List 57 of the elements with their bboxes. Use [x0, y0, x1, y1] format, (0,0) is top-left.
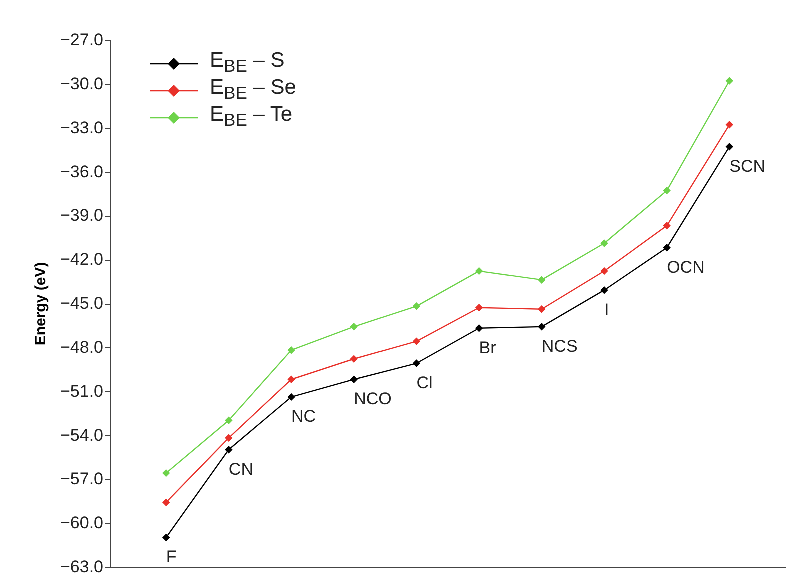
- data-label: I: [604, 300, 610, 320]
- point: [538, 323, 546, 331]
- legend-label: E$_{BE}$ – Se: [210, 76, 296, 105]
- y-tick-label: −60.0: [60, 514, 104, 533]
- point: [726, 121, 734, 129]
- point: [663, 222, 671, 230]
- point: [162, 534, 170, 542]
- point: [225, 434, 233, 442]
- point: [350, 323, 358, 331]
- y-tick-label: −54.0: [60, 426, 104, 445]
- point: [663, 244, 671, 252]
- point: [412, 360, 421, 368]
- y-tick-label: −42.0: [60, 250, 104, 270]
- point: [538, 276, 546, 284]
- point: [475, 304, 484, 312]
- y-tick-label: −51.0: [60, 382, 104, 401]
- point: [726, 77, 734, 85]
- data-label: NCO: [354, 390, 392, 409]
- y-tick-label: −48.0: [60, 338, 104, 357]
- point: [288, 393, 296, 402]
- y-tick-label: −33.0: [60, 118, 104, 138]
- data-label: SCN: [730, 156, 766, 176]
- point: [225, 416, 233, 424]
- y-tick-label: −27.0: [60, 30, 104, 50]
- data-label: OCN: [667, 258, 705, 277]
- point: [162, 469, 170, 478]
- y-axis-title: Energy (eV): [32, 262, 50, 346]
- y-tick-label: −63.0: [60, 558, 104, 576]
- point: [412, 302, 421, 310]
- data-label: NC: [292, 407, 316, 426]
- point: [162, 498, 170, 506]
- point: [350, 355, 358, 363]
- point: [600, 267, 608, 276]
- data-label: F: [166, 548, 177, 567]
- y-tick-label: −30.0: [60, 74, 104, 94]
- legend-label: E$_{BE}$ – S: [210, 49, 285, 78]
- point: [663, 186, 671, 195]
- point: [475, 267, 484, 276]
- point: [600, 286, 608, 294]
- legend-label: E$_{BE}$ – Te: [210, 103, 293, 132]
- y-tick-label: −39.0: [60, 206, 104, 226]
- point: [288, 346, 296, 354]
- point: [288, 376, 296, 384]
- data-label: Br: [479, 338, 497, 358]
- point: [412, 338, 421, 346]
- data-label: NCS: [542, 336, 578, 356]
- data-label: Cl: [416, 374, 433, 393]
- point: [726, 142, 734, 151]
- point: [538, 305, 546, 314]
- y-tick-label: −36.0: [60, 162, 104, 182]
- y-tick-label: −45.0: [60, 294, 104, 313]
- point: [475, 324, 484, 332]
- point: [225, 446, 233, 454]
- data-label: CN: [228, 460, 254, 479]
- point: [350, 376, 358, 384]
- point: [600, 240, 608, 248]
- y-tick-label: −57.0: [60, 470, 104, 489]
